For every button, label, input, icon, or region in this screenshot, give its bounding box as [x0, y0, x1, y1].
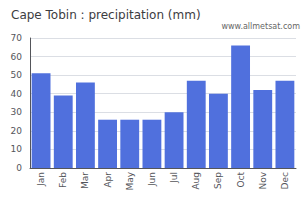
svg-text:0: 0: [16, 163, 22, 173]
svg-text:Jul: Jul: [169, 172, 179, 184]
svg-text:Oct: Oct: [236, 172, 246, 188]
svg-text:www.allmetsat.com: www.allmetsat.com: [222, 22, 301, 31]
svg-text:Nov: Nov: [258, 171, 268, 189]
svg-text:30: 30: [11, 107, 23, 117]
svg-text:10: 10: [11, 144, 23, 154]
svg-text:Mar: Mar: [80, 172, 90, 189]
svg-text:70: 70: [11, 33, 23, 43]
svg-text:20: 20: [11, 126, 23, 136]
svg-text:50: 50: [11, 70, 23, 80]
svg-text:40: 40: [11, 89, 23, 99]
svg-text:Dec: Dec: [280, 172, 290, 189]
svg-text:Feb: Feb: [58, 172, 68, 188]
svg-text:May: May: [125, 171, 135, 190]
svg-text:Jun: Jun: [147, 172, 157, 187]
svg-text:Cape Tobin : precipitation (mm: Cape Tobin : precipitation (mm): [11, 8, 201, 22]
svg-text:Apr: Apr: [103, 172, 113, 188]
svg-text:Sep: Sep: [213, 172, 223, 189]
svg-text:Aug: Aug: [191, 172, 201, 190]
svg-text:60: 60: [11, 52, 23, 62]
svg-text:Jan: Jan: [36, 172, 46, 187]
